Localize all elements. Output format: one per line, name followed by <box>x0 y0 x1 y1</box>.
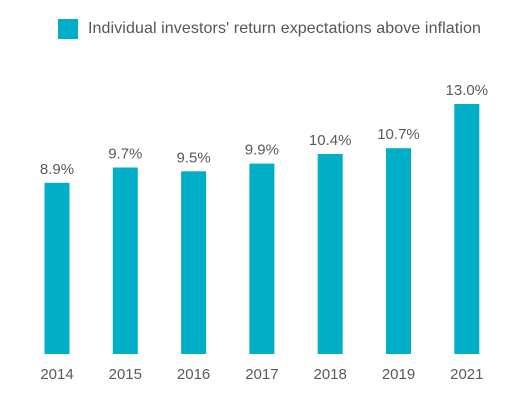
value-label-2015: 9.7% <box>108 146 142 163</box>
bar-2014 <box>44 182 70 354</box>
x-tick-label-2021: 2021 <box>450 366 483 383</box>
value-label-2019: 10.7% <box>377 126 420 143</box>
value-label-2018: 10.4% <box>309 132 352 149</box>
bar-2017 <box>249 163 275 354</box>
value-label-2014: 8.9% <box>40 161 74 178</box>
x-tick-label-2019: 2019 <box>382 366 415 383</box>
bar-2021 <box>454 104 480 354</box>
legend-label: Individual investors' return expectation… <box>88 20 481 37</box>
bar-2015 <box>112 167 138 354</box>
chart-legend: Individual investors' return expectation… <box>58 19 481 39</box>
legend-swatch <box>58 19 78 39</box>
x-tick-label-2014: 2014 <box>40 366 73 383</box>
x-tick-label-2018: 2018 <box>314 366 347 383</box>
x-tick-label-2015: 2015 <box>109 366 142 383</box>
x-tick-label-2016: 2016 <box>177 366 210 383</box>
bar-2019 <box>386 148 411 354</box>
bar-2018 <box>317 154 343 354</box>
value-label-2017: 9.9% <box>245 142 279 159</box>
x-tick-label-2017: 2017 <box>245 366 278 383</box>
bar-2016 <box>181 171 207 354</box>
value-label-2016: 9.5% <box>176 149 210 166</box>
value-label-2021: 13.0% <box>446 82 489 99</box>
